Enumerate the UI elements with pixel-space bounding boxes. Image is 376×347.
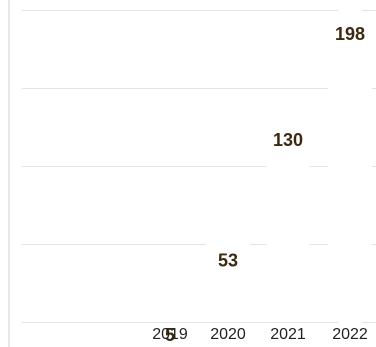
x-tick-label-2022: 2022 [332,326,368,343]
x-tick-label-2020: 2020 [210,326,246,343]
x-axis-ticks: 2019 2020 2021 2022 [152,326,368,343]
value-label-2021: 130 [273,130,303,150]
value-label-2019: 5 [165,325,175,345]
x-tick-label-2021: 2021 [270,326,306,343]
bar-2022 [328,13,372,323]
bar-2019 [148,314,192,322]
value-label-2022: 198 [335,24,365,44]
bar-2020 [206,239,250,322]
x-tick-label-2019: 2019 [152,326,188,343]
value-label-2020: 53 [218,250,238,270]
gridlines [22,10,376,323]
bars [148,13,372,323]
bar-2021 [266,119,310,322]
value-labels: 5 53 130 198 [165,24,365,345]
